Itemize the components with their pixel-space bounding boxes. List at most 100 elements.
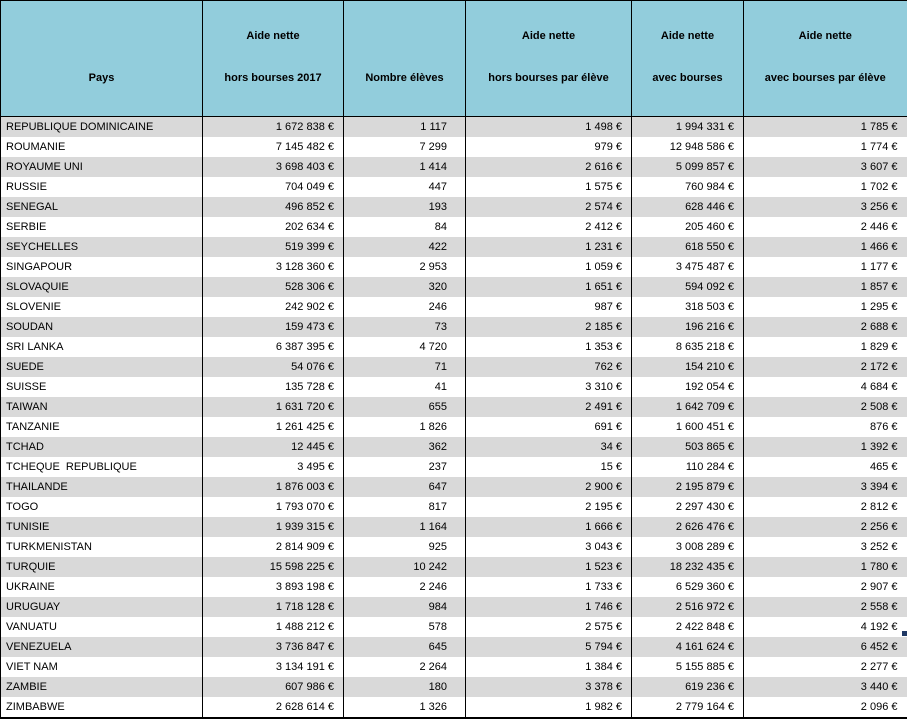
- cell-nombre-eleves[interactable]: 1 414: [344, 157, 466, 177]
- cell-aide-nette-hors-bourses-2017[interactable]: 2 814 909 €: [203, 537, 344, 557]
- cell-aide-nette-avec-bourses-par-eleve[interactable]: 2 907 €: [744, 577, 907, 597]
- cell-nombre-eleves[interactable]: 193: [344, 197, 466, 217]
- cell-aide-nette-avec-bourses-par-eleve[interactable]: 3 394 €: [744, 477, 907, 497]
- column-header-nombre-eleves[interactable]: Nombre élèves: [344, 1, 466, 117]
- cell-aide-nette-avec-bourses[interactable]: 1 642 709 €: [632, 397, 744, 417]
- cell-aide-nette-hors-bourses-par-eleve[interactable]: 2 575 €: [466, 617, 632, 637]
- cell-pays[interactable]: ZAMBIE: [1, 677, 203, 697]
- cell-pays[interactable]: SINGAPOUR: [1, 257, 203, 277]
- cell-pays[interactable]: ZIMBABWE: [1, 697, 203, 718]
- cell-pays[interactable]: TUNISIE: [1, 517, 203, 537]
- cell-aide-nette-avec-bourses[interactable]: 154 210 €: [632, 357, 744, 377]
- cell-aide-nette-avec-bourses[interactable]: 5 099 857 €: [632, 157, 744, 177]
- cell-aide-nette-avec-bourses[interactable]: 760 984 €: [632, 177, 744, 197]
- cell-pays[interactable]: SOUDAN: [1, 317, 203, 337]
- cell-aide-nette-avec-bourses[interactable]: 628 446 €: [632, 197, 744, 217]
- cell-aide-nette-hors-bourses-par-eleve[interactable]: 762 €: [466, 357, 632, 377]
- cell-aide-nette-avec-bourses[interactable]: 110 284 €: [632, 457, 744, 477]
- cell-pays[interactable]: TANZANIE: [1, 417, 203, 437]
- cell-nombre-eleves[interactable]: 10 242: [344, 557, 466, 577]
- cell-aide-nette-hors-bourses-par-eleve[interactable]: 1 746 €: [466, 597, 632, 617]
- cell-pays[interactable]: SUISSE: [1, 377, 203, 397]
- cell-aide-nette-hors-bourses-2017[interactable]: 519 399 €: [203, 237, 344, 257]
- cell-pays[interactable]: URUGUAY: [1, 597, 203, 617]
- cell-aide-nette-hors-bourses-par-eleve[interactable]: 2 574 €: [466, 197, 632, 217]
- cell-nombre-eleves[interactable]: 246: [344, 297, 466, 317]
- cell-aide-nette-hors-bourses-par-eleve[interactable]: 1 575 €: [466, 177, 632, 197]
- cell-aide-nette-hors-bourses-2017[interactable]: 15 598 225 €: [203, 557, 344, 577]
- cell-aide-nette-avec-bourses[interactable]: 2 626 476 €: [632, 517, 744, 537]
- cell-pays[interactable]: SERBIE: [1, 217, 203, 237]
- selection-handle[interactable]: [902, 631, 907, 636]
- cell-aide-nette-hors-bourses-par-eleve[interactable]: 1 733 €: [466, 577, 632, 597]
- cell-aide-nette-avec-bourses[interactable]: 5 155 885 €: [632, 657, 744, 677]
- cell-nombre-eleves[interactable]: 7 299: [344, 137, 466, 157]
- cell-aide-nette-hors-bourses-par-eleve[interactable]: 5 794 €: [466, 637, 632, 657]
- cell-aide-nette-avec-bourses[interactable]: 3 475 487 €: [632, 257, 744, 277]
- cell-aide-nette-avec-bourses[interactable]: 18 232 435 €: [632, 557, 744, 577]
- cell-pays[interactable]: SEYCHELLES: [1, 237, 203, 257]
- cell-aide-nette-hors-bourses-2017[interactable]: 202 634 €: [203, 217, 344, 237]
- cell-aide-nette-hors-bourses-2017[interactable]: 159 473 €: [203, 317, 344, 337]
- cell-aide-nette-avec-bourses-par-eleve[interactable]: 1 829 €: [744, 337, 907, 357]
- cell-aide-nette-hors-bourses-2017[interactable]: 496 852 €: [203, 197, 344, 217]
- cell-aide-nette-hors-bourses-par-eleve[interactable]: 1 523 €: [466, 557, 632, 577]
- cell-aide-nette-avec-bourses-par-eleve[interactable]: 3 440 €: [744, 677, 907, 697]
- cell-aide-nette-avec-bourses-par-eleve[interactable]: 3 252 €: [744, 537, 907, 557]
- cell-aide-nette-hors-bourses-par-eleve[interactable]: 2 195 €: [466, 497, 632, 517]
- cell-aide-nette-avec-bourses-par-eleve[interactable]: 2 508 €: [744, 397, 907, 417]
- cell-nombre-eleves[interactable]: 647: [344, 477, 466, 497]
- cell-nombre-eleves[interactable]: 71: [344, 357, 466, 377]
- cell-aide-nette-avec-bourses[interactable]: 196 216 €: [632, 317, 744, 337]
- cell-aide-nette-avec-bourses-par-eleve[interactable]: 2 812 €: [744, 497, 907, 517]
- cell-aide-nette-hors-bourses-par-eleve[interactable]: 691 €: [466, 417, 632, 437]
- cell-aide-nette-avec-bourses-par-eleve[interactable]: 2 446 €: [744, 217, 907, 237]
- cell-aide-nette-avec-bourses-par-eleve[interactable]: 3 256 €: [744, 197, 907, 217]
- column-header-aide-nette-hors-bourses-par-eleve[interactable]: Aide nette hors bourses par élève: [466, 1, 632, 117]
- cell-aide-nette-hors-bourses-2017[interactable]: 528 306 €: [203, 277, 344, 297]
- cell-aide-nette-hors-bourses-2017[interactable]: 135 728 €: [203, 377, 344, 397]
- cell-aide-nette-hors-bourses-2017[interactable]: 3 128 360 €: [203, 257, 344, 277]
- cell-nombre-eleves[interactable]: 925: [344, 537, 466, 557]
- cell-nombre-eleves[interactable]: 645: [344, 637, 466, 657]
- cell-nombre-eleves[interactable]: 984: [344, 597, 466, 617]
- cell-pays[interactable]: UKRAINE: [1, 577, 203, 597]
- cell-aide-nette-avec-bourses-par-eleve[interactable]: 1 702 €: [744, 177, 907, 197]
- cell-aide-nette-hors-bourses-2017[interactable]: 7 145 482 €: [203, 137, 344, 157]
- cell-pays[interactable]: THAILANDE: [1, 477, 203, 497]
- cell-aide-nette-avec-bourses[interactable]: 12 948 586 €: [632, 137, 744, 157]
- cell-pays[interactable]: SRI LANKA: [1, 337, 203, 357]
- cell-nombre-eleves[interactable]: 84: [344, 217, 466, 237]
- cell-aide-nette-avec-bourses[interactable]: 8 635 218 €: [632, 337, 744, 357]
- cell-aide-nette-avec-bourses-par-eleve[interactable]: 4 192 €: [744, 617, 907, 637]
- cell-aide-nette-hors-bourses-2017[interactable]: 6 387 395 €: [203, 337, 344, 357]
- cell-nombre-eleves[interactable]: 2 246: [344, 577, 466, 597]
- cell-pays[interactable]: ROUMANIE: [1, 137, 203, 157]
- cell-aide-nette-avec-bourses[interactable]: 619 236 €: [632, 677, 744, 697]
- cell-aide-nette-hors-bourses-2017[interactable]: 12 445 €: [203, 437, 344, 457]
- cell-nombre-eleves[interactable]: 180: [344, 677, 466, 697]
- cell-aide-nette-avec-bourses-par-eleve[interactable]: 2 277 €: [744, 657, 907, 677]
- column-header-aide-nette-avec-bourses[interactable]: Aide nette avec bourses: [632, 1, 744, 117]
- cell-pays[interactable]: SLOVENIE: [1, 297, 203, 317]
- cell-aide-nette-avec-bourses-par-eleve[interactable]: 2 688 €: [744, 317, 907, 337]
- cell-pays[interactable]: ROYAUME UNI: [1, 157, 203, 177]
- cell-aide-nette-hors-bourses-par-eleve[interactable]: 1 384 €: [466, 657, 632, 677]
- cell-aide-nette-avec-bourses-par-eleve[interactable]: 1 295 €: [744, 297, 907, 317]
- cell-pays[interactable]: VIET NAM: [1, 657, 203, 677]
- cell-pays[interactable]: TURQUIE: [1, 557, 203, 577]
- cell-aide-nette-hors-bourses-par-eleve[interactable]: 34 €: [466, 437, 632, 457]
- cell-aide-nette-avec-bourses-par-eleve[interactable]: 2 096 €: [744, 697, 907, 718]
- cell-nombre-eleves[interactable]: 817: [344, 497, 466, 517]
- cell-nombre-eleves[interactable]: 237: [344, 457, 466, 477]
- cell-aide-nette-avec-bourses[interactable]: 2 297 430 €: [632, 497, 744, 517]
- cell-pays[interactable]: VANUATU: [1, 617, 203, 637]
- cell-pays[interactable]: TOGO: [1, 497, 203, 517]
- cell-aide-nette-avec-bourses[interactable]: 2 516 972 €: [632, 597, 744, 617]
- cell-nombre-eleves[interactable]: 2 953: [344, 257, 466, 277]
- cell-aide-nette-hors-bourses-2017[interactable]: 3 495 €: [203, 457, 344, 477]
- cell-aide-nette-hors-bourses-2017[interactable]: 607 986 €: [203, 677, 344, 697]
- cell-pays[interactable]: TURKMENISTAN: [1, 537, 203, 557]
- cell-aide-nette-avec-bourses-par-eleve[interactable]: 1 392 €: [744, 437, 907, 457]
- cell-aide-nette-hors-bourses-2017[interactable]: 1 672 838 €: [203, 117, 344, 138]
